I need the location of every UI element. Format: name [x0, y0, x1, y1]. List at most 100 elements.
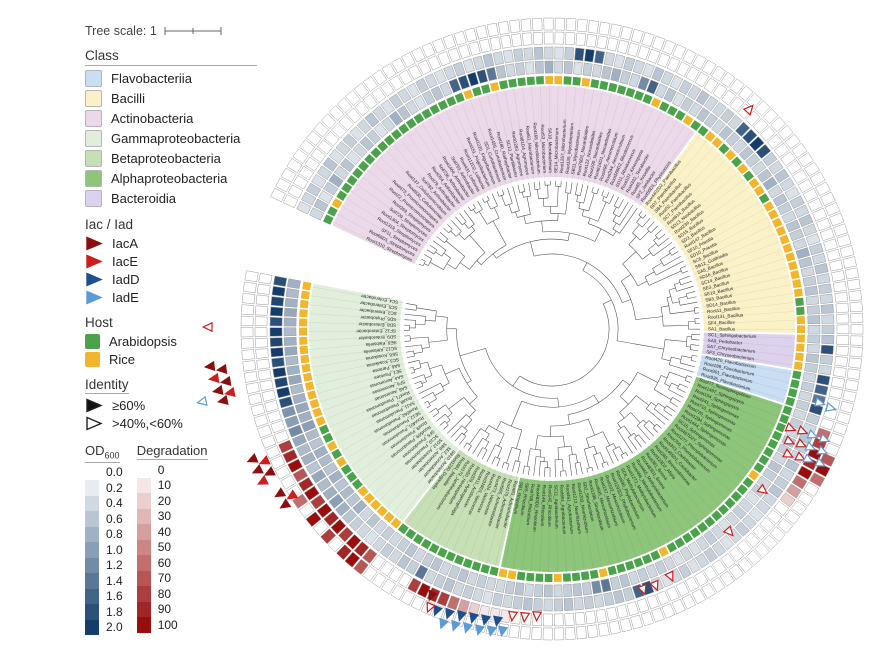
od600-ring2-cell [703, 547, 718, 563]
host-ring-cell [357, 485, 369, 497]
degradation-ring2-cell [519, 626, 531, 640]
degradation-ring2-cell [245, 382, 260, 395]
degradation-ring2-cell [486, 22, 499, 37]
od600-ring2-cell [735, 121, 751, 137]
taxon-label: Root1212_Neorhizobium [571, 483, 583, 534]
od600-ring1-cell [785, 219, 801, 233]
iac-iad-legend-item: IadE [85, 290, 270, 305]
degradation-ring1-cell [811, 207, 828, 222]
degradation-ring1-cell [767, 134, 783, 150]
degradation-ring1-cell [345, 534, 362, 550]
degradation-ring2-cell [809, 171, 826, 187]
host-ring-cell [507, 570, 517, 580]
degradation-ring1-cell [676, 61, 691, 77]
host-ring-cell [775, 226, 787, 237]
od600-ring2-cell [414, 564, 429, 580]
taxon-label: Root166_Microbacterium [532, 122, 541, 174]
host-ring-cell [562, 573, 571, 582]
degradation-ring2-cell [269, 455, 286, 470]
od600-ring2-cell [623, 56, 636, 72]
degradation-ring1-cell [830, 376, 846, 389]
od600-ring2-cell [305, 182, 322, 197]
od600-ring1-cell [413, 94, 428, 111]
marker-iaca-filled [428, 589, 438, 602]
degradation-ring1-cell [565, 32, 576, 46]
od600-ring2-cell [424, 73, 438, 89]
degradation-ring1-cell [437, 51, 451, 67]
od600-ring2-cell [471, 587, 484, 603]
od600-ring1-cell [573, 61, 583, 75]
od600-ring2-cell [523, 47, 534, 61]
degradation-ring2-cell [745, 549, 762, 566]
class-legend-item: Actinobacteria [85, 110, 270, 127]
marker-iadd-filled [433, 604, 443, 617]
iac-iad-legend-items: IacA IacE IadD IadE [85, 236, 270, 305]
od600-ring2-cell [779, 177, 795, 192]
degradation-ring2-cell [619, 617, 633, 633]
degradation-ring2-cell [769, 526, 786, 543]
class-label: Bacilli [111, 91, 145, 106]
od600-ring2-cell [452, 581, 465, 597]
host-ring-cell [462, 558, 473, 569]
degradation-ring1-cell [323, 131, 340, 147]
od600-ring1-cell [373, 122, 389, 138]
degradation-ring1-cell [802, 188, 819, 203]
taxon-label: SC11_Agrobacterium [553, 485, 559, 529]
od600-ring2-cell [802, 223, 818, 237]
od600-ring2-cell [348, 516, 365, 532]
host-ring-cell [767, 438, 779, 450]
od600-ring1-cell [645, 563, 659, 579]
degradation-ring1-cell [259, 379, 274, 392]
host-ring-cell [666, 541, 678, 553]
host-ring-cell [796, 343, 805, 352]
host-ring-cell [327, 206, 338, 217]
host-ring-cell [445, 551, 456, 562]
gene-label: IacE [112, 254, 139, 269]
degradation-ring1-cell [656, 590, 670, 606]
degradation-ring2-cell [729, 78, 745, 95]
degradation-ring2-cell [312, 520, 329, 536]
od600-ring2-cell [433, 573, 447, 589]
od600-ring1-cell [767, 459, 783, 474]
od600-ring2-cell [612, 589, 625, 604]
od600-ring1-cell [731, 504, 747, 520]
od600-ring2-cell [296, 442, 312, 457]
host-ring-cell [572, 76, 581, 86]
degradation-ring1-cell [436, 591, 451, 607]
od600-ring1-cell [688, 101, 703, 118]
degradation-scale-step: 70 [136, 570, 208, 586]
host-ring-cell [322, 432, 334, 444]
od600-ring1-cell [800, 381, 815, 393]
degradation-ring1-cell [292, 467, 309, 483]
degradation-ring2-cell [608, 620, 621, 635]
od600-ring1-cell [285, 288, 300, 299]
host-ring-cell [731, 156, 743, 168]
class-label: Bacteroidia [111, 191, 177, 206]
degradation-ring2-cell [651, 607, 665, 623]
od600-ring2-cell [816, 273, 831, 285]
degradation-ring1-cell [254, 327, 268, 337]
od600-tick: 1.6 [106, 589, 123, 604]
host-ring-cell [397, 523, 409, 535]
od600-ring1-cell [287, 278, 301, 289]
host-ring-cell [742, 477, 754, 488]
degradation-ring2-cell [313, 121, 330, 138]
od600-ring1-cell [308, 437, 324, 451]
taxon-label: Root491_Agrobacterium [565, 484, 575, 534]
degradation-ring2-cell [280, 167, 297, 183]
od600-ring2-cell [767, 483, 784, 499]
od600-scale-step: 0.4 [85, 495, 123, 512]
marker-iaca-filled [215, 363, 228, 375]
degradation-tick: 70 [157, 571, 172, 586]
host-ring-cell [758, 454, 770, 466]
degradation-ring2-cell [824, 202, 841, 217]
host-ring-cell [633, 557, 644, 568]
od600-ring1-cell [772, 193, 788, 207]
degradation-ring1-cell [346, 107, 362, 124]
od600-ring2-cell [651, 66, 665, 82]
degradation-ring1-cell [736, 539, 753, 556]
color-scales: OD600 0.0 0.2 0.4 0.6 0.8 1.0 1.2 1.4 1.6 1.8 2.0 … [85, 443, 222, 636]
host-ring-cell [377, 140, 389, 152]
od600-ring1-cell [703, 113, 719, 129]
